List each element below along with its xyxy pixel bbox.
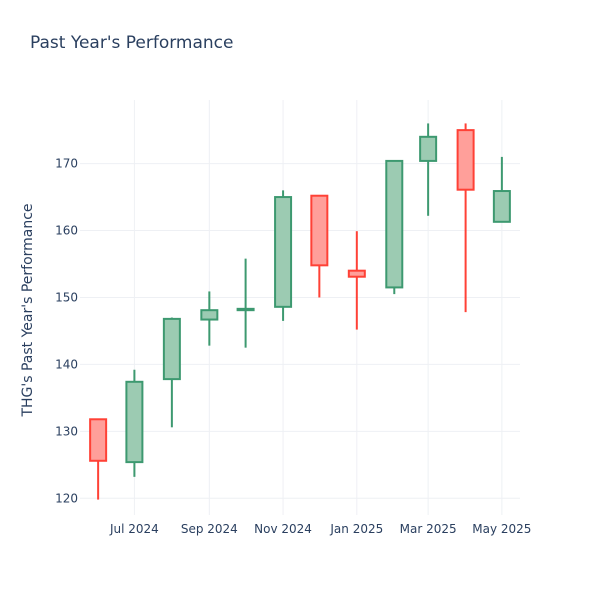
candle-body xyxy=(200,309,219,321)
y-tick-label: 170 xyxy=(55,157,78,171)
grid-layer xyxy=(80,100,520,515)
y-axis: 120 130 140 150 160 170 xyxy=(55,157,78,506)
candle-decreasing xyxy=(310,194,329,298)
candle-increasing xyxy=(274,190,293,321)
x-axis: Jul 2024 Sep 2024 Nov 2024 Jan 2025 Mar 2025… xyxy=(109,522,531,536)
candle-body xyxy=(492,190,511,223)
candle-increasing xyxy=(492,156,511,223)
candle-body xyxy=(310,194,329,267)
candle-increasing xyxy=(419,123,438,216)
y-axis-title: THG's Past Year's Performance xyxy=(20,203,36,417)
candle-increasing xyxy=(125,369,144,477)
y-tick-label: 120 xyxy=(55,491,78,505)
candle-body xyxy=(89,418,108,462)
candle-body xyxy=(456,129,475,191)
x-tick-label: Mar 2025 xyxy=(400,522,457,536)
candle-body xyxy=(274,196,293,308)
candle-body xyxy=(385,159,404,289)
x-tick-label: May 2025 xyxy=(472,522,531,536)
candle-increasing xyxy=(200,291,219,346)
x-tick-label: Jan 2025 xyxy=(329,522,383,536)
candle-decreasing xyxy=(347,231,366,330)
y-tick-label: 140 xyxy=(55,357,78,371)
candle-body xyxy=(419,135,438,162)
candle-body xyxy=(236,307,255,312)
chart-title: Past Year's Performance xyxy=(30,33,234,53)
candle-layer xyxy=(89,123,511,500)
candle-body xyxy=(162,317,181,381)
y-tick-label: 150 xyxy=(55,290,78,304)
x-tick-label: Nov 2024 xyxy=(254,522,312,536)
candle-body xyxy=(347,269,366,278)
x-tick-label: Jul 2024 xyxy=(109,522,159,536)
candle-decreasing xyxy=(89,418,108,500)
y-tick-label: 130 xyxy=(55,424,78,438)
x-tick-label: Sep 2024 xyxy=(181,522,238,536)
candle-decreasing xyxy=(456,123,475,313)
candle-increasing xyxy=(236,258,255,348)
candle-increasing xyxy=(162,317,181,428)
candle-increasing xyxy=(385,159,404,295)
y-tick-label: 160 xyxy=(55,224,78,238)
candle-body xyxy=(125,380,144,464)
